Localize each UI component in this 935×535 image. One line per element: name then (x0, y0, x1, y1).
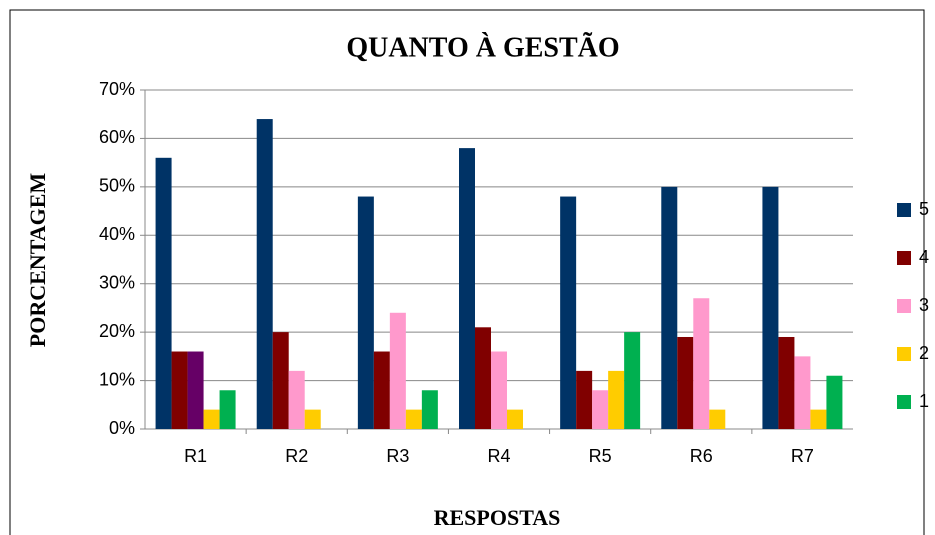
legend-swatch (897, 395, 911, 409)
x-tick-label: R7 (791, 446, 814, 466)
y-axis-label: PORCENTAGEM (25, 173, 50, 348)
y-tick-label: 0% (109, 418, 135, 438)
bar (560, 196, 577, 429)
bar (256, 119, 273, 430)
y-tick-label: 40% (99, 224, 135, 244)
bar (304, 409, 321, 429)
bar (203, 409, 220, 429)
bar (155, 157, 172, 430)
bar (219, 390, 236, 429)
x-tick-label: R6 (690, 446, 713, 466)
legend-swatch (897, 299, 911, 313)
legend-label: 5 (919, 199, 929, 219)
bar (608, 370, 625, 429)
x-axis-label: RESPOSTAS (434, 505, 561, 530)
bar (389, 312, 406, 429)
y-tick-label: 60% (99, 127, 135, 147)
bar (592, 390, 609, 429)
bar (693, 298, 710, 429)
bar (405, 409, 422, 429)
legend-label: 1 (919, 391, 929, 411)
bar (171, 351, 188, 429)
bar (491, 351, 507, 429)
bar (459, 148, 475, 429)
x-tick-label: R2 (285, 446, 308, 466)
y-tick-label: 50% (99, 176, 135, 196)
bar (826, 375, 843, 429)
bar (187, 351, 204, 429)
bar (421, 390, 438, 429)
y-tick-label: 10% (99, 369, 135, 389)
y-tick-label: 20% (99, 321, 135, 341)
bar (475, 327, 491, 429)
bar (661, 186, 678, 429)
bar (357, 196, 374, 429)
legend-swatch (897, 251, 911, 265)
y-tick-label: 30% (99, 272, 135, 292)
legend-swatch (897, 347, 911, 361)
y-tick-label: 70% (99, 79, 135, 99)
chart-title: QUANTO À GESTÃO (346, 32, 619, 63)
bar (507, 409, 523, 429)
x-tick-label: R1 (184, 446, 207, 466)
bar (794, 356, 811, 429)
bar (709, 409, 726, 429)
legend-label: 2 (919, 343, 929, 363)
x-tick-label: R3 (386, 446, 409, 466)
bar (288, 370, 305, 429)
bar (624, 332, 641, 429)
legend-label: 4 (919, 247, 929, 267)
bar (373, 351, 390, 429)
bar (576, 370, 593, 429)
bar (810, 409, 827, 429)
legend-label: 3 (919, 295, 929, 315)
bar (677, 336, 694, 429)
bar (778, 336, 795, 429)
legend-swatch (897, 203, 911, 217)
x-tick-label: R5 (589, 446, 612, 466)
x-tick-label: R4 (487, 446, 510, 466)
bar (762, 186, 779, 429)
bar (272, 332, 289, 429)
